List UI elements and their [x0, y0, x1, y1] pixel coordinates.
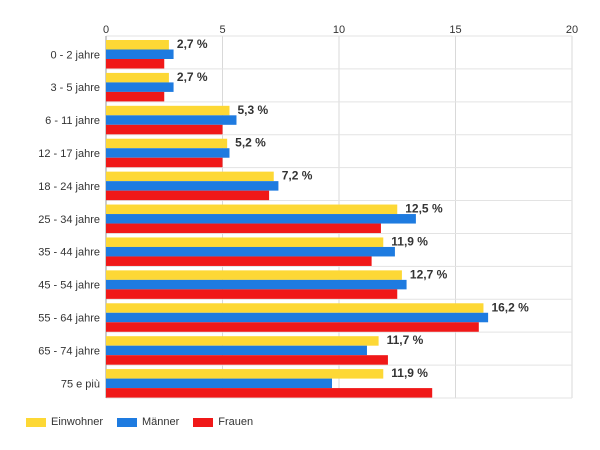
bar-frauen-9 [106, 355, 388, 365]
category-label-4: 18 - 24 jahre [38, 181, 100, 193]
category-label-3: 12 - 17 jahre [38, 148, 100, 160]
x-tick-label-3: 15 [449, 24, 461, 36]
bar-mnner-9 [106, 345, 367, 356]
data-label-10: 11,9 % [391, 366, 428, 380]
bar-frauen-5 [106, 223, 381, 234]
category-label-9: 65 - 74 jahre [38, 345, 100, 357]
data-label-6: 11,9 % [391, 234, 428, 248]
bar-einwohner-4 [106, 171, 274, 182]
legend-label-frauen: Frauen [218, 416, 254, 428]
data-label-0: 2,7 % [177, 37, 208, 51]
bar-einwohner-7 [106, 270, 402, 280]
data-label-8: 16,2 % [491, 300, 529, 314]
bar-mnner-1 [106, 82, 174, 92]
bar-frauen-4 [106, 190, 270, 201]
bar-frauen-8 [106, 322, 479, 332]
category-label-2: 6 - 11 jahre [45, 115, 100, 127]
bar-einwohner-3 [106, 138, 228, 149]
data-label-5: 12,5 % [405, 202, 443, 216]
chart-bars [106, 40, 489, 398]
bar-frauen-6 [106, 256, 372, 266]
bar-einwohner-6 [106, 237, 384, 247]
category-label-8: 55 - 64 jahre [38, 313, 100, 325]
bar-einwohner-5 [106, 204, 398, 215]
bar-frauen-10 [106, 388, 433, 398]
data-label-1: 2,7 % [177, 70, 208, 84]
bar-frauen-1 [106, 91, 165, 102]
legend-item-einwohner: Einwohner [26, 416, 103, 428]
bar-mnner-0 [106, 49, 174, 59]
legend-label-einwohner: Einwohner [51, 416, 103, 428]
bar-frauen-7 [106, 289, 398, 299]
legend-label-maenner: Männer [141, 416, 180, 428]
data-label-4: 7,2 % [282, 169, 313, 183]
bar-einwohner-9 [106, 336, 379, 346]
x-tick-label-1: 5 [219, 24, 225, 36]
legend-swatch-maenner [116, 417, 137, 427]
data-label-2: 5,3 % [237, 103, 268, 117]
legend-swatch-frauen [193, 417, 214, 427]
bar-einwohner-8 [106, 303, 484, 313]
bar-mnner-8 [106, 312, 489, 323]
bar-frauen-2 [106, 124, 223, 135]
chart-labels: 0 5 10 15 20 0 - 2 jahre 2,7 % 3 - 5 jahre 2,7 %… [38, 24, 578, 390]
bar-einwohner-2 [106, 105, 230, 116]
category-label-10: 75 e più [61, 378, 100, 390]
category-label-6: 35 - 44 jahre [38, 247, 100, 259]
legend-item-maenner: Männer [116, 416, 180, 428]
bar-mnner-7 [106, 279, 407, 290]
chart-legend: Einwohner Männer Frauen [26, 416, 253, 428]
bar-mnner-4 [106, 181, 279, 191]
category-label-7: 45 - 54 jahre [38, 280, 100, 292]
x-tick-label-4: 20 [566, 24, 578, 36]
bar-einwohner-0 [106, 40, 169, 50]
category-label-5: 25 - 34 jahre [38, 214, 100, 226]
category-label-0: 0 - 2 jahre [50, 49, 100, 61]
x-tick-label-0: 0 [103, 24, 109, 36]
data-label-7: 12,7 % [410, 267, 448, 281]
bar-mnner-2 [106, 115, 237, 125]
bar-frauen-3 [106, 157, 223, 168]
bar-einwohner-1 [106, 72, 169, 83]
bar-frauen-0 [106, 59, 165, 69]
legend-item-frauen: Frauen [193, 416, 253, 428]
data-label-9: 11,7 % [387, 333, 424, 347]
bar-mnner-10 [106, 378, 333, 389]
bar-mnner-6 [106, 246, 395, 257]
legend-swatch-einwohner [26, 417, 46, 427]
bar-einwohner-10 [106, 369, 384, 379]
data-label-3: 5,2 % [235, 136, 266, 150]
bar-mnner-5 [106, 214, 416, 224]
bar-mnner-3 [106, 148, 230, 158]
category-label-1: 3 - 5 jahre [50, 82, 100, 94]
x-tick-label-2: 10 [333, 24, 345, 36]
